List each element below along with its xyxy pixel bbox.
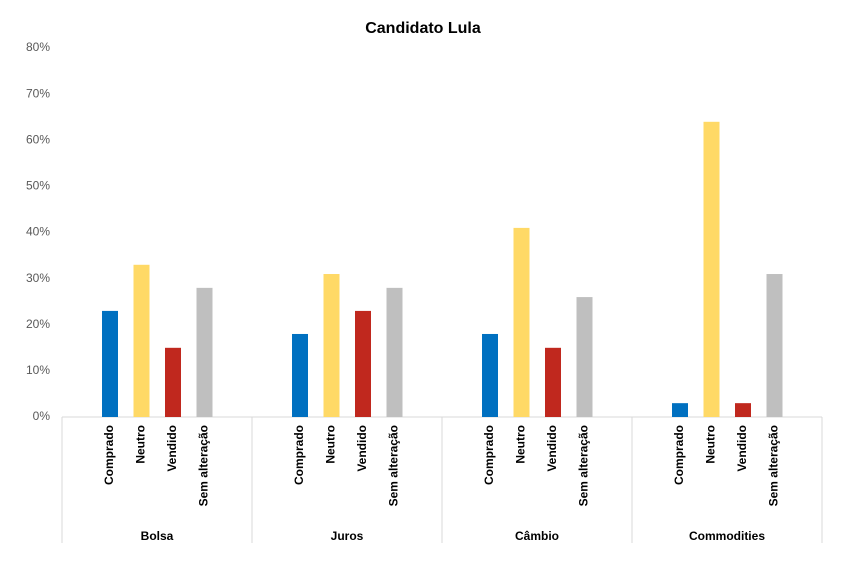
series-label: Comprado [102,425,116,485]
series-label: Comprado [672,425,686,485]
bar [576,297,593,417]
bar [386,287,403,417]
y-tick-label: 20% [26,317,50,331]
bar [735,403,751,417]
y-tick-label: 80% [26,40,50,54]
series-label: Neutro [324,425,338,464]
series-label: Vendido [735,425,749,472]
group-label: Câmbio [515,529,559,543]
y-tick-label: 70% [26,86,50,100]
series-label: Sem alteração [767,425,781,506]
bar [513,227,530,417]
group-label: Juros [331,529,364,543]
bar [292,333,308,417]
series-label: Neutro [134,425,148,464]
series-label: Comprado [292,425,306,485]
y-tick-label: 30% [26,271,50,285]
y-tick-label: 10% [26,363,50,377]
bar [672,403,688,417]
bar [703,121,720,418]
bar [766,274,783,417]
series-label: Comprado [482,425,496,485]
y-tick-label: 60% [26,132,50,146]
y-tick-label: 50% [26,179,50,193]
series-label: Sem alteração [577,425,591,506]
series-label: Vendido [545,425,559,472]
bar [102,310,118,417]
series-label: Sem alteração [387,425,401,506]
series-label: Sem alteração [197,425,211,506]
group-label: Bolsa [141,529,174,543]
bar [482,333,498,417]
bar [545,347,561,417]
series-label: Vendido [165,425,179,472]
bar [133,264,150,417]
bar [355,310,371,417]
series-label: Vendido [355,425,369,472]
chart-title: Candidato Lula [365,20,481,37]
y-tick-label: 40% [26,225,50,239]
series-label: Neutro [514,425,528,464]
bar [323,274,340,417]
group-label: Commodities [689,529,765,543]
y-tick-label: 0% [33,409,51,423]
bar [165,347,181,417]
bar [196,287,213,417]
series-label: Neutro [704,425,718,464]
